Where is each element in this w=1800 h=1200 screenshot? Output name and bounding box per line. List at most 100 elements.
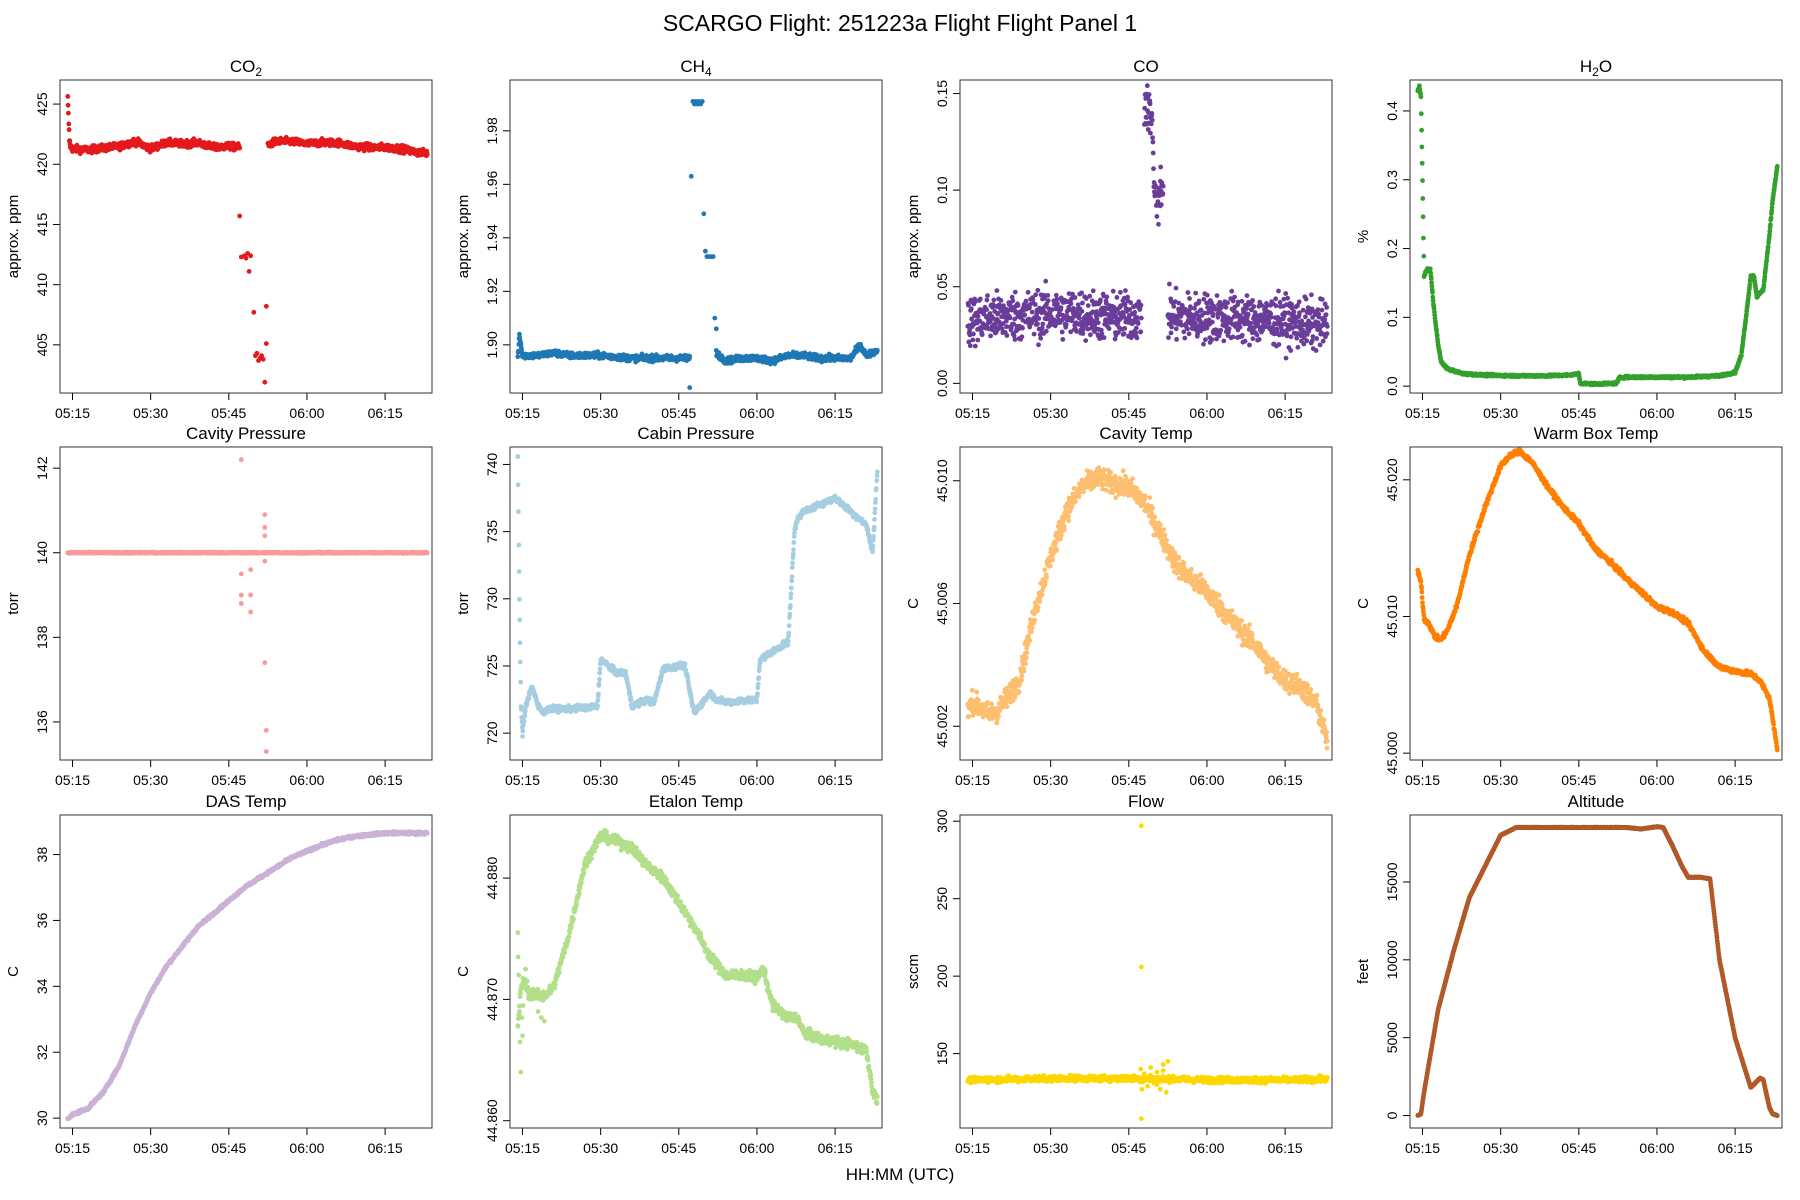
data-point xyxy=(1320,338,1326,344)
data-point xyxy=(1221,338,1227,344)
data-point xyxy=(1244,293,1250,298)
data-point xyxy=(687,385,693,390)
plot-frame xyxy=(509,79,883,394)
data-point xyxy=(1171,304,1177,309)
data-point xyxy=(988,333,993,339)
data-point xyxy=(1276,288,1281,294)
data-point xyxy=(1080,331,1086,336)
y-tick-label: 0.05 xyxy=(934,273,950,300)
data-point xyxy=(1420,178,1425,184)
data-point xyxy=(994,288,1000,293)
x-tick-label: 06:15 xyxy=(368,405,403,421)
x-tick-label: 06:00 xyxy=(1639,405,1674,421)
data-point xyxy=(1071,306,1076,311)
data-point xyxy=(1154,214,1160,219)
data-point xyxy=(1098,297,1103,303)
data-point xyxy=(1309,292,1314,298)
data-point xyxy=(1288,334,1294,340)
data-point xyxy=(1025,289,1031,295)
x-tick-label: 05:45 xyxy=(1111,405,1146,421)
x-tick-label: 06:15 xyxy=(818,405,853,421)
data-point xyxy=(970,337,976,343)
data-point xyxy=(1418,111,1424,117)
data-point xyxy=(1324,324,1330,329)
panel-4: H2O%0.00.10.20.30.405:15 05:30 05:45 06:00 0… xyxy=(1355,57,1783,421)
data-point xyxy=(424,151,430,157)
data-point xyxy=(1122,326,1128,331)
data-point xyxy=(1187,296,1192,301)
data-point xyxy=(1173,326,1179,332)
data-point xyxy=(1419,144,1425,150)
data-point xyxy=(972,343,978,349)
data-point xyxy=(1201,341,1206,347)
data-point xyxy=(1150,150,1156,156)
y-tick-label: 0.15 xyxy=(934,80,950,107)
x-tick-label: 05:15 xyxy=(55,772,90,788)
data-point xyxy=(260,356,266,362)
data-point xyxy=(979,332,985,338)
data-point xyxy=(1088,332,1093,338)
x-tick-label: 06:15 xyxy=(1268,405,1303,421)
y-tick-label: 136 xyxy=(34,710,50,734)
data-point xyxy=(1283,291,1289,296)
data-point xyxy=(1023,298,1029,304)
data-point xyxy=(713,326,719,332)
data-point xyxy=(1173,285,1179,291)
y-tick-label: 0.2 xyxy=(1384,239,1400,259)
data-point xyxy=(1185,326,1190,332)
data-point xyxy=(975,337,981,343)
data-point xyxy=(710,254,716,259)
data-point xyxy=(687,353,693,359)
data-points xyxy=(65,457,430,754)
plot-frame xyxy=(59,79,433,394)
data-point xyxy=(1277,299,1283,305)
data-point xyxy=(1768,222,1773,228)
y-tick-label: 138 xyxy=(34,625,50,649)
data-point xyxy=(1317,342,1323,348)
data-point xyxy=(1239,332,1245,338)
data-point xyxy=(65,94,71,99)
data-point xyxy=(1079,308,1085,314)
data-point xyxy=(1029,309,1035,315)
data-point xyxy=(1245,311,1251,317)
data-point xyxy=(1168,330,1174,336)
data-point xyxy=(66,110,71,116)
data-point xyxy=(1266,320,1272,326)
data-point xyxy=(1158,202,1164,208)
data-point xyxy=(65,102,71,108)
y-tick-label: 0.0 xyxy=(1384,376,1400,396)
data-point xyxy=(246,269,252,274)
data-point xyxy=(1169,324,1174,330)
data-point xyxy=(66,127,72,133)
data-point xyxy=(1147,101,1153,107)
data-point xyxy=(1288,348,1294,353)
data-point xyxy=(977,296,983,302)
data-point xyxy=(1283,355,1289,361)
data-point xyxy=(66,121,72,127)
data-point xyxy=(1319,307,1325,313)
data-point xyxy=(1421,253,1427,259)
data-point xyxy=(1254,332,1260,338)
data-point xyxy=(1072,295,1078,300)
data-point xyxy=(1144,115,1149,120)
data-point xyxy=(1090,288,1096,294)
data-point xyxy=(1242,338,1248,344)
data-point xyxy=(1285,295,1290,301)
y-tick-label: 0.3 xyxy=(1384,170,1400,190)
x-tick-label: 05:30 xyxy=(1033,405,1068,421)
data-points xyxy=(65,94,430,385)
data-point xyxy=(1138,329,1144,335)
data-point xyxy=(1012,337,1018,342)
data-point xyxy=(1430,289,1435,295)
data-point xyxy=(1058,305,1064,310)
x-tick-label: 06:00 xyxy=(1189,405,1224,421)
data-points xyxy=(1415,83,1780,388)
data-point xyxy=(1095,320,1101,326)
y-tick-label: 410 xyxy=(34,273,50,297)
data-point xyxy=(1273,303,1279,309)
data-point xyxy=(1210,313,1216,319)
data-point xyxy=(1012,289,1018,295)
y-tick-label: 140 xyxy=(34,541,50,565)
